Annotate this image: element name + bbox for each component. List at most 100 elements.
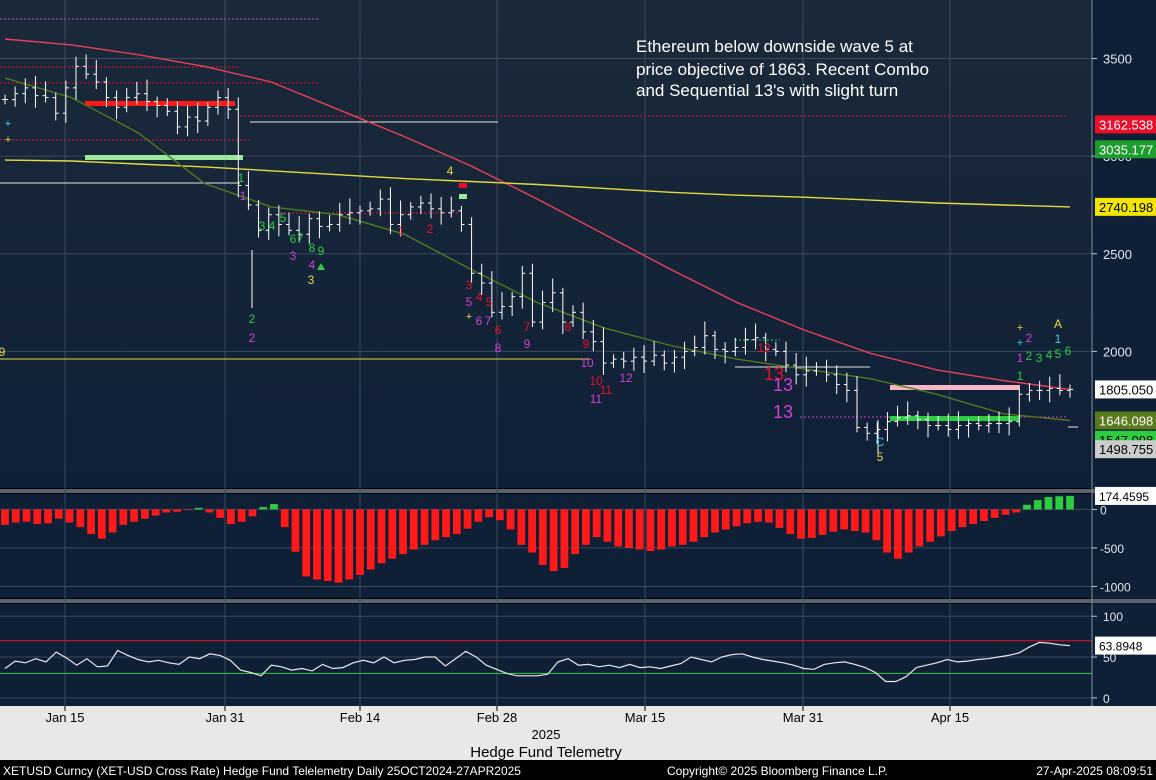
histogram-bar <box>915 509 924 547</box>
histogram-bar <box>97 509 106 539</box>
panel-divider-2[interactable] <box>0 599 1156 603</box>
histogram-bar <box>517 509 526 545</box>
histogram-bar <box>442 509 450 538</box>
oscillator: 63.8948 <box>0 636 1156 683</box>
oscillator-last-tag <box>1095 636 1156 655</box>
histogram-bar <box>130 509 138 522</box>
histogram-bar <box>280 509 289 528</box>
td-count-label: 11 <box>590 392 603 406</box>
annotation-line-2: price objective of 1863. Recent Combo <box>636 60 929 79</box>
histogram-bar <box>1023 504 1031 510</box>
y-tick-label: 50 <box>1103 651 1117 665</box>
price-bars <box>2 54 1073 455</box>
histogram-bar <box>872 509 881 541</box>
price-tag-label: 1805.050 <box>1099 382 1153 397</box>
panel-divider-1[interactable] <box>0 489 1156 493</box>
date-axis-bg <box>0 706 1156 760</box>
histogram-last-label: 174.4595 <box>1099 490 1149 504</box>
histogram-bar <box>140 509 149 519</box>
x-tick-label: Jan 31 <box>205 710 244 725</box>
price-tag-box <box>1095 411 1156 430</box>
price-panel-bg <box>0 0 1092 488</box>
histogram-bar <box>44 509 52 524</box>
histogram-bar <box>603 509 612 542</box>
td-count-label: 12 <box>757 341 771 355</box>
histogram-bar <box>721 509 730 530</box>
histogram-bar <box>33 509 42 525</box>
histogram-bar <box>528 509 536 553</box>
histogram-bar <box>1012 509 1021 513</box>
footer-copyright: Copyright© 2025 Bloomberg Finance L.P. <box>667 764 888 778</box>
pink-resistance-bar <box>890 385 1020 390</box>
histogram-bar <box>560 509 569 568</box>
price-tag-box <box>1095 197 1156 216</box>
histogram-bar <box>162 509 171 513</box>
td-count-label: 13 <box>764 364 784 384</box>
histogram-bar <box>54 509 63 519</box>
plus-marker: + <box>5 134 11 146</box>
histogram-bar <box>689 509 698 542</box>
histogram-bar <box>678 509 687 545</box>
td-count-label: 2 <box>249 312 256 326</box>
histogram-bar <box>205 509 214 513</box>
td-count-label: 5 <box>280 211 287 225</box>
histogram-bar <box>969 509 978 525</box>
plus-marker: + <box>5 118 11 130</box>
td-count-label: 2 <box>427 222 434 236</box>
histogram-bar <box>807 509 816 538</box>
td-count-label: 11 <box>600 383 613 397</box>
histogram-bar <box>883 509 891 553</box>
oscillator-line <box>4 641 1071 683</box>
histogram-bar <box>1066 495 1074 510</box>
y-tick-label: 100 <box>1103 610 1123 624</box>
annotation-line-1: Ethereum below downside wave 5 at <box>636 37 913 56</box>
red-resistance-bar <box>85 101 235 106</box>
green-support-bar-2 <box>890 416 1020 421</box>
histogram-bar <box>635 509 644 550</box>
x-tick-label: Mar 15 <box>625 710 665 725</box>
histogram-bar <box>388 509 397 559</box>
histogram-bar <box>937 509 945 537</box>
x-axis: Jan 15 Jan 31 Feb 14 Feb 28 Mar 15 Mar 31 Apr … <box>45 706 969 725</box>
td-count-label: 1 <box>240 189 247 203</box>
histogram-bar <box>958 509 967 528</box>
histogram-bar <box>65 509 74 523</box>
histogram-bar <box>571 509 580 555</box>
x-tick-label: Jan 15 <box>45 710 84 725</box>
histogram-bar <box>764 509 773 523</box>
histogram-bar <box>409 509 418 550</box>
price-tag-label: 2740.198 <box>1099 200 1153 215</box>
annotation-line-3: and Sequential 13's with slight turn <box>636 81 898 100</box>
td-count-label: 3 <box>290 249 297 263</box>
histogram-bar <box>420 509 429 545</box>
histogram-bar <box>646 509 655 552</box>
td-count-label: 6 <box>290 232 297 246</box>
td-count-label: 6 <box>1065 344 1072 358</box>
green-mini-flag <box>459 194 467 199</box>
histogram-bar <box>797 509 805 539</box>
ma_red-line <box>4 38 1071 391</box>
plus-marker: + <box>1017 322 1023 334</box>
histogram-bar <box>11 509 20 523</box>
histogram-bar <box>754 509 762 522</box>
histogram-bar <box>657 509 666 550</box>
histogram-bar <box>291 509 300 552</box>
td-count-label: 3 <box>259 219 266 233</box>
histogram-bar <box>614 509 623 547</box>
price-tags: 3162.538 3035.177 2740.198 1805.050 1646.098… <box>1095 115 1156 459</box>
histogram-bar <box>194 507 203 510</box>
td-count-label: 8 <box>565 320 572 334</box>
up-arrow-icon <box>317 263 325 270</box>
histogram-bar <box>227 509 235 525</box>
td-count-label: 9 <box>0 345 6 359</box>
td-count-label: 1 <box>238 171 245 185</box>
td-count-label: 8 <box>495 341 502 355</box>
y-tick-label: 0 <box>1100 503 1107 517</box>
support-resistance-levels <box>0 18 1078 428</box>
histogram-bar <box>732 509 741 527</box>
oscillator-panel-bg <box>0 604 1092 706</box>
histogram-bar <box>184 509 192 511</box>
td-count-label: 7 <box>524 320 531 334</box>
td-count-label: 4 <box>447 164 454 178</box>
histogram-bars: 174.4595 <box>1 486 1156 583</box>
